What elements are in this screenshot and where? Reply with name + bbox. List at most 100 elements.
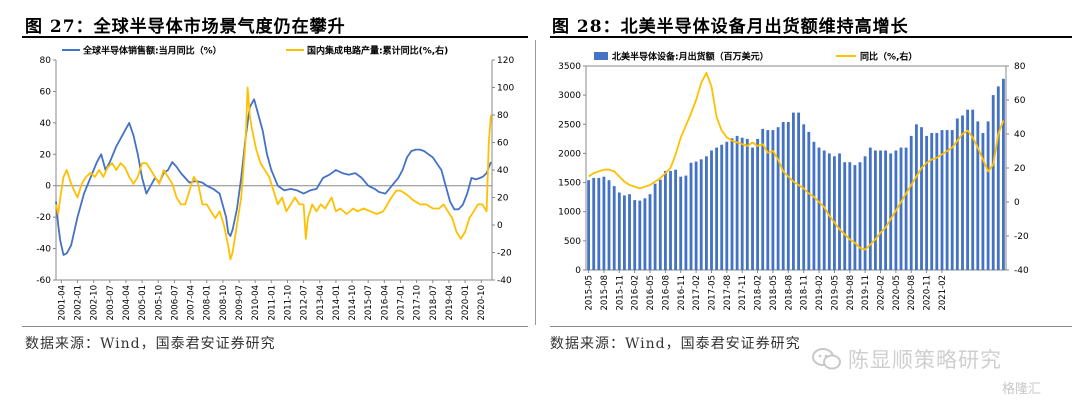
- bar: [879, 150, 882, 270]
- x-tick-label: 2018-05: [769, 275, 779, 311]
- bar: [751, 147, 754, 270]
- bar: [674, 169, 678, 270]
- x-tick-label: 2011-10: [283, 285, 293, 321]
- bar: [843, 162, 847, 270]
- bar: [694, 161, 698, 270]
- bar: [838, 153, 841, 270]
- y-right-tick-label: 100: [497, 84, 514, 94]
- y-left-tick-label: 0: [575, 266, 581, 276]
- x-tick-label: 2006-07: [170, 285, 180, 321]
- x-tick-label: 2017-02: [692, 275, 702, 311]
- x-tick-label: 2016-05: [646, 275, 656, 311]
- bar: [853, 165, 857, 270]
- x-tick-label: 2015-05: [585, 275, 595, 311]
- legend-label-global-sales: 全球半导体销售额:当月同比（%）: [82, 45, 222, 57]
- bar: [628, 194, 631, 270]
- bar: [986, 121, 990, 271]
- x-tick-label: 2002-10: [90, 285, 100, 321]
- bar: [612, 186, 616, 270]
- bar: [976, 121, 980, 271]
- y-right-tick-label: -40: [1014, 266, 1029, 276]
- bar: [920, 127, 923, 270]
- bar: [705, 156, 708, 270]
- bar: [633, 200, 637, 270]
- bar: [643, 198, 647, 270]
- bar: [699, 159, 703, 270]
- x-tick-label: 2007-04: [187, 285, 197, 321]
- bar: [822, 150, 826, 270]
- x-tick-label: 2019-02: [815, 275, 825, 311]
- bar: [961, 115, 964, 270]
- x-tick-label: 2016-04: [380, 285, 390, 321]
- y-left-tick-label: -20: [36, 213, 51, 223]
- bar: [884, 150, 888, 270]
- x-tick-label: 2020-11: [923, 275, 933, 311]
- x-tick-label: 2019-11: [861, 275, 871, 311]
- bottom-rule: [22, 326, 528, 327]
- y-right-tick-label: 80: [497, 111, 509, 121]
- bar: [1002, 78, 1005, 270]
- bar: [868, 147, 872, 270]
- bar: [950, 130, 954, 270]
- y-left-tick-label: 2500: [558, 120, 581, 130]
- bar: [940, 130, 944, 270]
- bar: [848, 162, 852, 270]
- bar: [991, 95, 995, 270]
- bar: [802, 124, 806, 270]
- y-left-tick-label: 20: [40, 150, 52, 160]
- legend-swatch-equipment-billings: [594, 52, 608, 60]
- x-tick-label: 2017-08: [723, 275, 733, 311]
- title-rule: [550, 36, 1072, 38]
- y-left-tick-label: 1500: [558, 179, 581, 189]
- panel-left: 图 27：全球半导体市场景气度仍在攀升 80 60 40 20 0 -20 -40 -60 12…: [0, 0, 532, 401]
- bar: [761, 128, 765, 270]
- y-right-tick-label: 40: [1014, 130, 1026, 140]
- x-tick-label: 2001-04: [57, 285, 67, 321]
- bar: [597, 177, 601, 270]
- y-right-tick-label: 20: [497, 194, 509, 204]
- bar: [658, 179, 662, 270]
- x-tick-label: 2008-01: [203, 285, 213, 321]
- bar: [725, 141, 729, 270]
- x-tick-label: 2016-08: [661, 275, 671, 311]
- x-tick-label: 2019-08: [846, 275, 856, 311]
- bar: [930, 133, 934, 270]
- x-tick-label: 2003-07: [106, 285, 116, 321]
- bar: [812, 141, 816, 270]
- bar: [797, 112, 801, 270]
- y-right-tick-label: 0: [497, 221, 503, 231]
- bar: [874, 150, 877, 270]
- x-tick-label: 2018-07: [429, 285, 439, 321]
- y-left-tick-label: 40: [40, 119, 52, 129]
- bar: [679, 176, 683, 270]
- bar: [899, 147, 903, 270]
- bar: [925, 135, 929, 270]
- bar: [833, 156, 836, 270]
- x-tick-label: 2018-08: [784, 275, 794, 311]
- y-left-tick-label: 3500: [558, 62, 581, 72]
- bar: [889, 153, 893, 270]
- x-tick-label: 2019-04: [445, 285, 455, 321]
- bar: [792, 112, 795, 270]
- bar: [766, 130, 770, 270]
- x-tick-label: 2005-10: [154, 285, 164, 321]
- bar: [909, 135, 913, 270]
- bar: [915, 124, 918, 270]
- x-tick-label: 2020-01: [461, 285, 471, 321]
- series-line-yoy: [588, 71, 1005, 251]
- bar: [858, 162, 862, 270]
- x-tick-label: 2009-07: [235, 285, 245, 321]
- bar: [638, 200, 642, 270]
- bar: [715, 147, 719, 270]
- y-left-tick-label: 3000: [558, 91, 581, 101]
- chart-title-fig28: 图 28：北美半导体设备月出货额维持高增长: [552, 17, 909, 37]
- bar: [735, 135, 739, 270]
- bar: [807, 131, 811, 270]
- bar: [648, 194, 652, 270]
- bar: [669, 170, 672, 270]
- bar: [863, 156, 867, 270]
- x-tick-label: 2004-04: [122, 285, 132, 321]
- bar: [966, 109, 970, 270]
- y-left-tick-label: -40: [36, 245, 51, 255]
- x-tick-label: 2017-10: [413, 285, 423, 321]
